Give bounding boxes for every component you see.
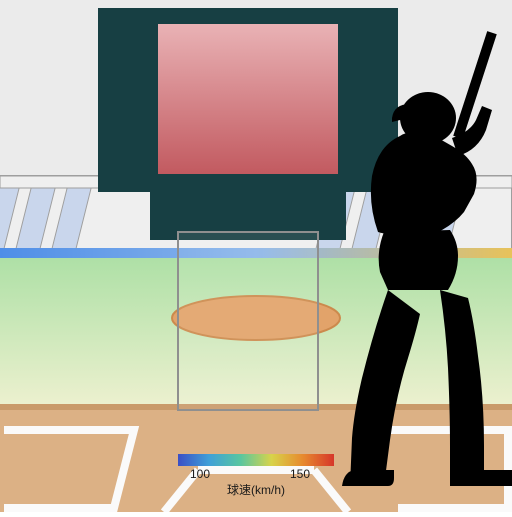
scene-svg: 100 150 球速(km/h): [0, 0, 512, 512]
legend-color-bar: [178, 454, 334, 466]
pitch-location-diagram: 100 150 球速(km/h): [0, 0, 512, 512]
legend-tick-label: 100: [190, 467, 210, 481]
legend-tick-label: 150: [290, 467, 310, 481]
strike-zone: [178, 232, 318, 410]
legend-caption: 球速(km/h): [227, 483, 285, 497]
